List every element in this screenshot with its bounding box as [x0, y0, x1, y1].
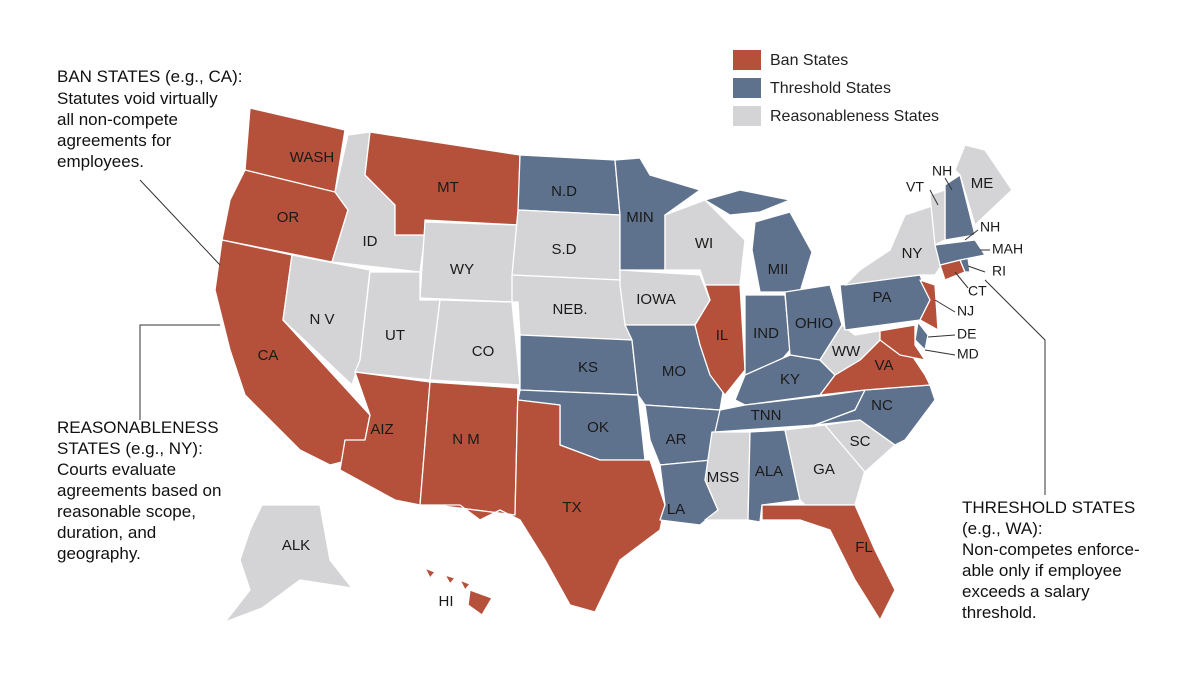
state-label: NC [871, 397, 893, 414]
annotation-text: Non-competes enforce- [962, 540, 1140, 559]
state [434, 387, 666, 613]
state-label: MO [662, 363, 686, 380]
state [919, 279, 939, 331]
state-label: NJ [957, 303, 974, 319]
state-label: UT [385, 327, 405, 344]
legend-label: Reasonableness States [770, 108, 939, 125]
state-label: S.D [551, 241, 576, 258]
state-label: KS [578, 359, 598, 376]
legend: Ban States Threshold States Reasonablene… [733, 50, 939, 126]
state-label: IOWA [636, 291, 675, 308]
state [854, 324, 926, 361]
state-label: NY [902, 245, 923, 262]
state-label: NEB. [552, 301, 587, 318]
state [694, 284, 746, 396]
state-label: CA [258, 347, 279, 364]
state [954, 144, 1013, 226]
state-label: NH [980, 219, 1000, 235]
state-label: VT [906, 179, 924, 195]
states [214, 107, 1013, 623]
state-label: DE [957, 326, 976, 342]
state-labels: WASH OR CA ID N V MT WY UT CO AIZ N M N.… [258, 149, 1024, 610]
state-label: OR [277, 209, 300, 226]
state-label: FL [855, 539, 873, 556]
annotation-text: all non-compete [57, 110, 178, 129]
legend-label: Ban States [770, 52, 848, 69]
state-label: N V [309, 311, 334, 328]
state-label: CO [472, 343, 495, 360]
annotation-text: geography. [57, 544, 141, 563]
state [224, 504, 353, 623]
state-label: PA [873, 289, 892, 306]
annotation-text: duration, and [57, 523, 156, 542]
legend-swatch [733, 50, 761, 70]
legend-swatch [733, 78, 761, 98]
annotation-text: agreements based on [57, 481, 221, 500]
state-label: ALK [282, 537, 310, 554]
legend-swatch [733, 106, 761, 126]
state-label: NH [932, 163, 952, 179]
state [934, 239, 986, 266]
state [419, 381, 519, 516]
state-label: KY [780, 371, 800, 388]
annotation-text: reasonable scope, [57, 502, 196, 521]
state [424, 567, 493, 616]
annotation-text: Courts evaluate [57, 460, 176, 479]
annotation-text: agreements for [57, 131, 172, 150]
state-label: AIZ [370, 421, 393, 438]
state-label: SC [850, 433, 871, 450]
state-label: ID [363, 233, 378, 250]
state-label: N.D [551, 183, 577, 200]
state-label: IND [753, 325, 779, 342]
state-label: RI [992, 263, 1006, 279]
state-label: MAH [992, 241, 1023, 257]
state-label: WY [450, 261, 474, 278]
state [929, 189, 946, 246]
state-label: TX [562, 499, 581, 516]
annotation-text: threshold. [962, 603, 1037, 622]
annotation-title: (e.g., WA): [962, 519, 1043, 538]
legend-label: Threshold States [770, 80, 891, 97]
state-label: MSS [707, 469, 740, 486]
annotation-text: employees. [57, 152, 144, 171]
annotations: BAN STATES (e.g., CA): Statutes void vir… [57, 67, 1140, 622]
state-label: WI [695, 235, 713, 252]
annotation-title: STATES (e.g., NY): [57, 439, 203, 458]
state-label: WW [832, 343, 861, 360]
state-label: LA [667, 501, 685, 518]
state-label: N M [452, 431, 480, 448]
state-label: IL [716, 327, 729, 344]
state-label: CT [968, 283, 987, 299]
state-label: MD [957, 346, 979, 362]
state-label: ME [971, 175, 994, 192]
state-label: TNN [751, 407, 782, 424]
annotation-text: exceeds a salary [962, 582, 1090, 601]
annotation-text: able only if employee [962, 561, 1122, 580]
state [844, 204, 946, 286]
state [761, 504, 896, 621]
state [914, 321, 929, 351]
state-label: MIN [626, 209, 654, 226]
state-label: WASH [290, 149, 334, 166]
leaders [139, 177, 1046, 495]
state-label: AR [666, 431, 687, 448]
state-label: OHIO [795, 315, 833, 332]
state-label: GA [813, 461, 835, 478]
state [814, 384, 936, 446]
state-label: ALA [755, 463, 783, 480]
state-label: MT [437, 179, 459, 196]
state-label: HI [439, 593, 454, 610]
annotation-title: THRESHOLD STATES [962, 498, 1135, 517]
annotation-title: REASONABLENESS [57, 418, 219, 437]
state-label: MII [768, 261, 789, 278]
annotation-title: BAN STATES (e.g., CA): [57, 67, 242, 86]
state-label: VA [875, 357, 894, 374]
annotation-text: Statutes void virtually [57, 89, 218, 108]
state-label: OK [587, 419, 609, 436]
